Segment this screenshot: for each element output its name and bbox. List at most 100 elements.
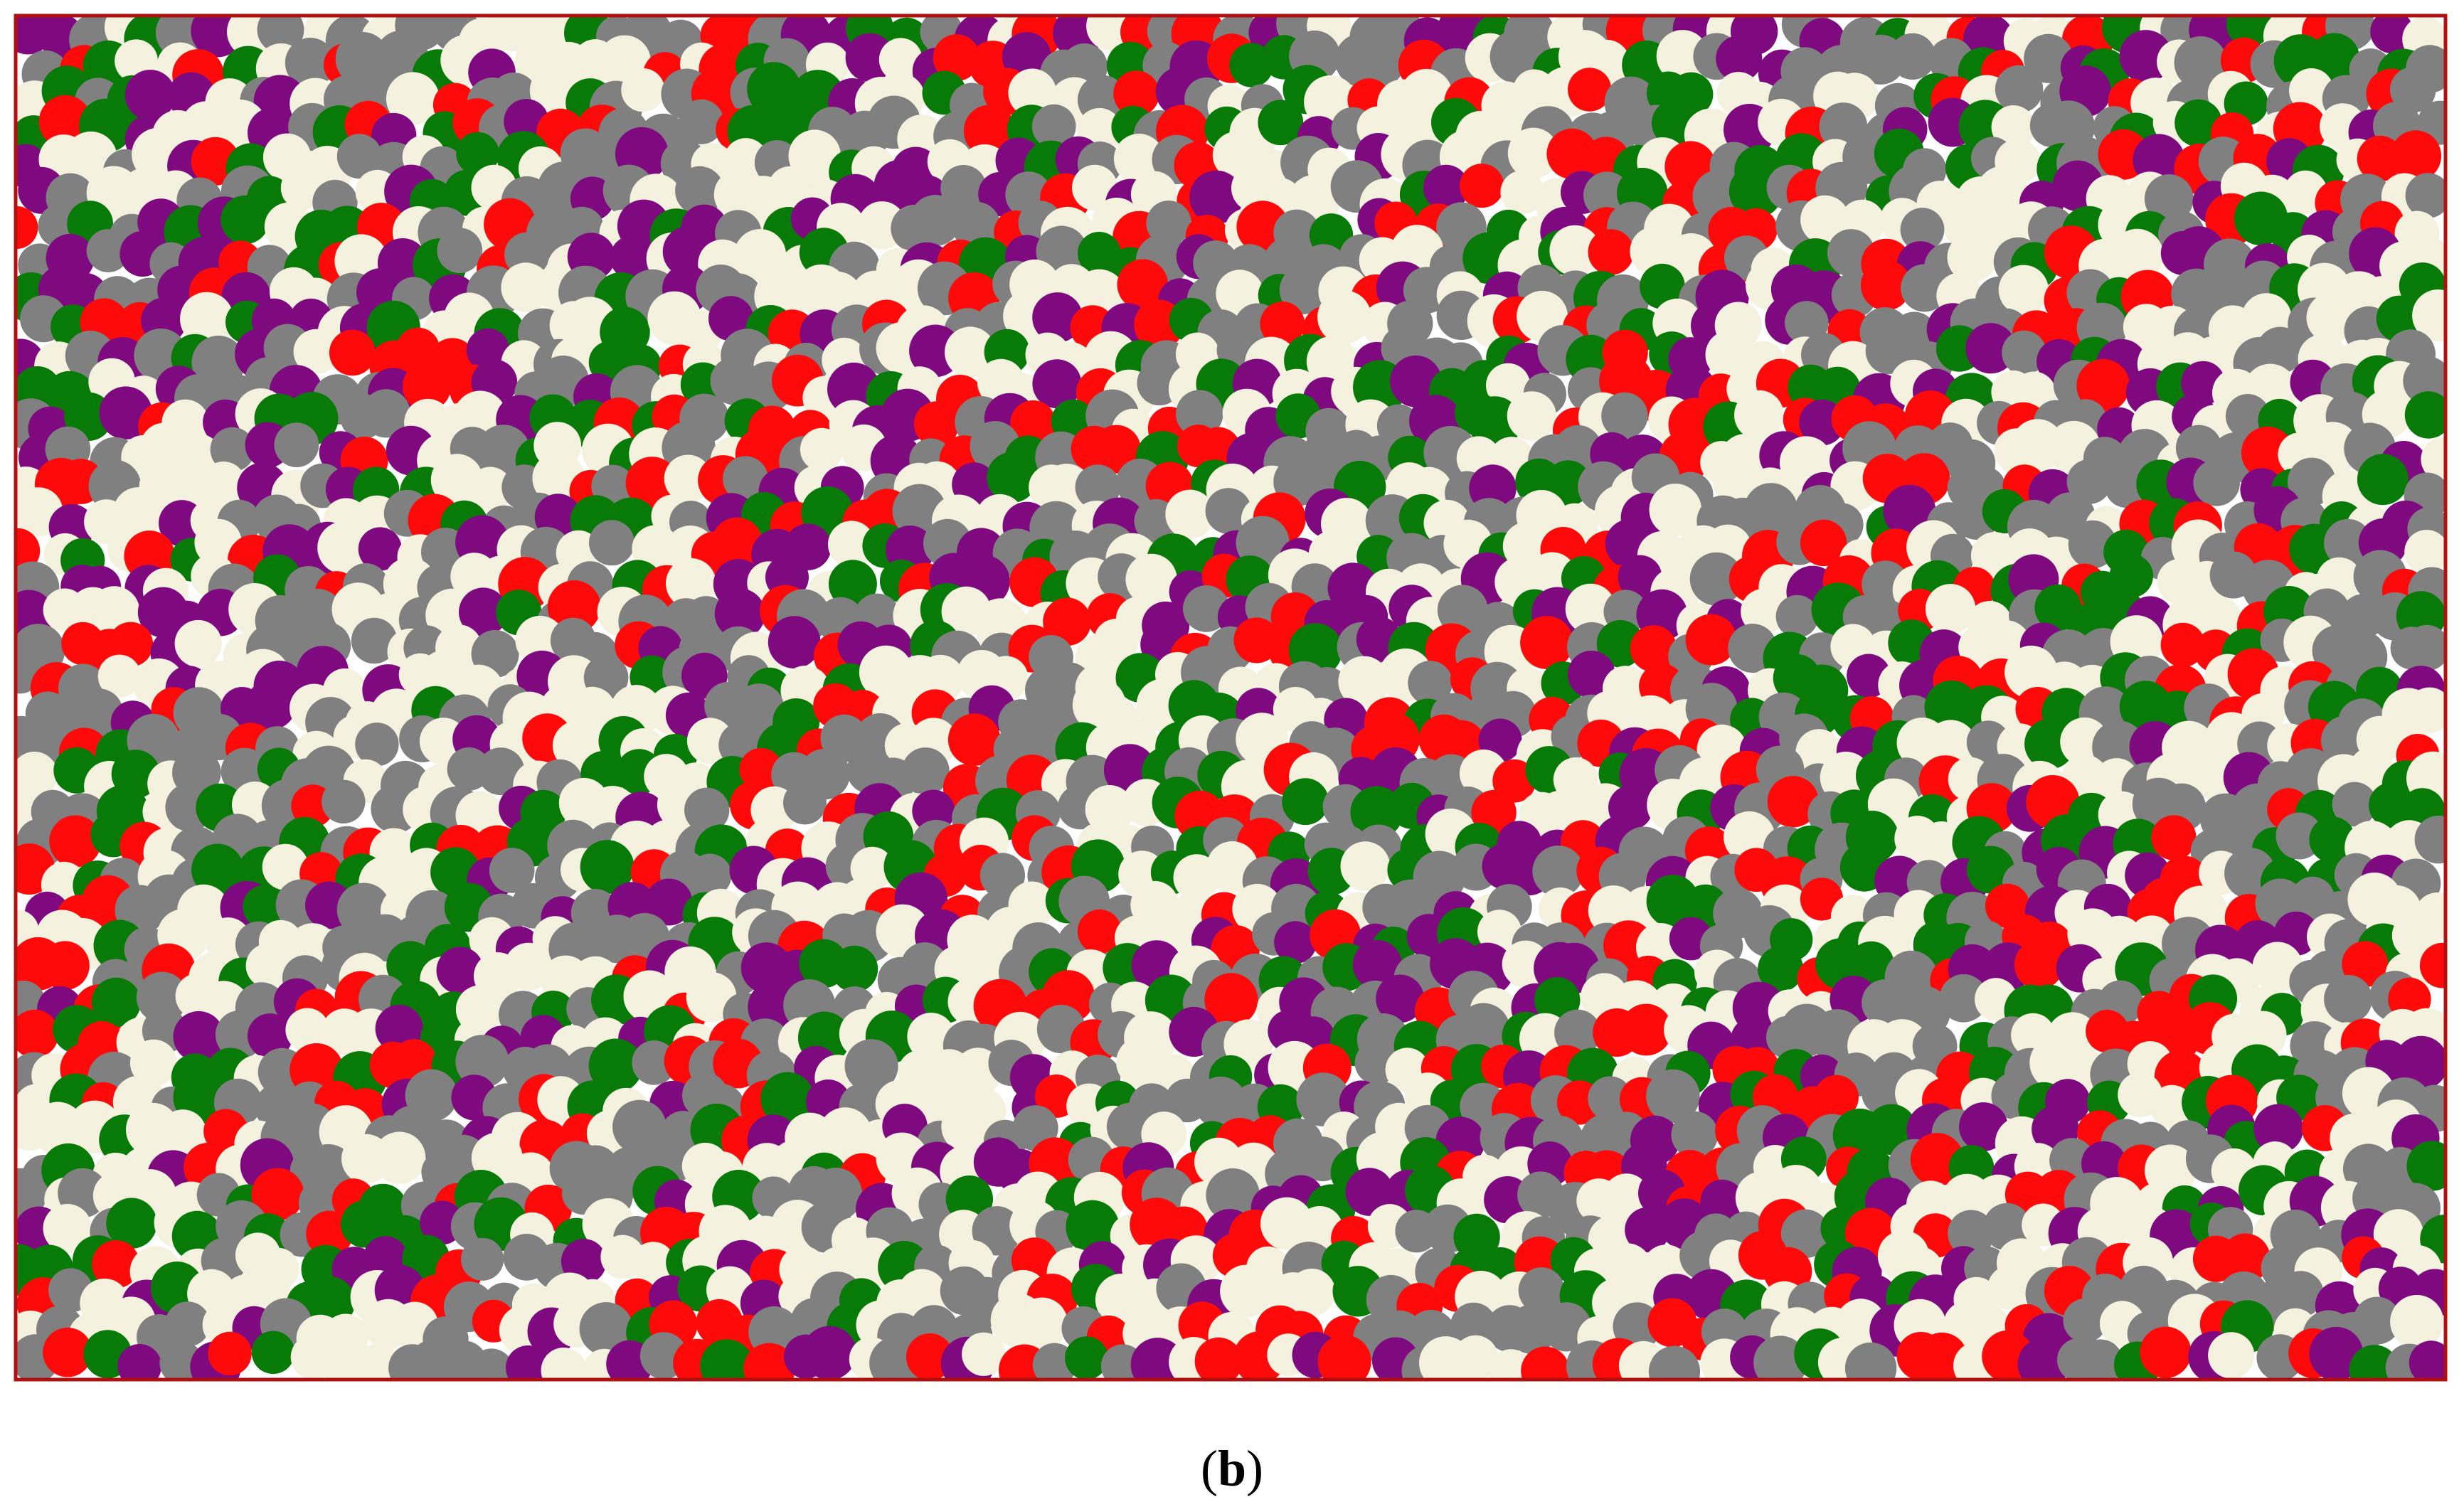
- particle: [2404, 530, 2444, 575]
- particle: [1860, 260, 1911, 311]
- particle: [373, 1131, 426, 1184]
- particle: [2024, 33, 2073, 83]
- particle: [1995, 65, 2044, 114]
- particle: [2241, 426, 2294, 479]
- particle: [1613, 1302, 1662, 1351]
- particle: [2404, 391, 2444, 439]
- particle: [933, 34, 980, 82]
- particle: [1758, 946, 1804, 992]
- particle: [2225, 394, 2271, 439]
- particle: [1780, 1209, 1830, 1259]
- particle: [221, 195, 270, 245]
- particle: [1146, 201, 1191, 246]
- particle: [459, 587, 508, 636]
- particle: [467, 466, 513, 512]
- particle: [579, 1302, 633, 1356]
- particle: [1423, 164, 1470, 211]
- particle: [262, 843, 309, 890]
- particle: [113, 487, 164, 538]
- particle: [1002, 32, 1051, 82]
- particle: [1258, 100, 1304, 146]
- particle: [208, 1331, 252, 1376]
- particle: [251, 1168, 304, 1221]
- particle: [1689, 552, 1743, 606]
- particle: [361, 389, 410, 438]
- particle: [547, 580, 601, 634]
- particle: [17, 1009, 59, 1058]
- particle: [322, 779, 366, 824]
- particle: [1205, 488, 1252, 534]
- particle: [1125, 553, 1177, 606]
- particle: [1317, 1335, 1371, 1378]
- particle: [1117, 259, 1169, 311]
- particle: [2024, 718, 2076, 769]
- particle: [2419, 942, 2444, 988]
- particle: [1204, 973, 1258, 1027]
- particle: [455, 1035, 509, 1089]
- particle: [1165, 489, 1215, 539]
- particle: [2253, 1104, 2304, 1154]
- particle: [1065, 1336, 1108, 1378]
- particle: [987, 452, 1038, 503]
- particle: [828, 521, 876, 568]
- particle: [2256, 326, 2304, 374]
- particle: [1113, 70, 1159, 117]
- particle: [2197, 597, 2241, 641]
- particle: [711, 517, 763, 569]
- particle: [979, 853, 1025, 898]
- particle: [1507, 127, 1559, 179]
- particle: [129, 1039, 177, 1087]
- particle: [733, 683, 785, 735]
- particle: [243, 885, 287, 929]
- particle: [1649, 484, 1702, 536]
- particle: [136, 971, 188, 1023]
- particle: [165, 1301, 211, 1347]
- particle: [1460, 164, 1504, 208]
- particle-field: [17, 17, 2444, 1378]
- particle: [714, 588, 765, 639]
- particle: [1814, 1075, 1859, 1120]
- particle: [1352, 940, 1402, 989]
- particle: [173, 1011, 225, 1062]
- particle: [2414, 816, 2444, 864]
- particle: [1900, 208, 1945, 252]
- particle: [1032, 359, 1082, 409]
- particle: [1338, 656, 1390, 708]
- particle: [285, 38, 336, 88]
- particle: [679, 99, 724, 144]
- particle: [245, 943, 290, 988]
- particle: [2353, 1296, 2401, 1345]
- particle: [723, 456, 768, 501]
- particle: [675, 166, 724, 215]
- particle: [2357, 135, 2404, 182]
- particle: [1620, 1003, 1672, 1056]
- particle: [1492, 759, 1536, 803]
- particle: [180, 292, 234, 346]
- particle: [2406, 1141, 2444, 1191]
- particle: [739, 747, 782, 791]
- particle: [1646, 1069, 1700, 1124]
- particle: [1554, 1009, 1601, 1057]
- particle: [1260, 302, 1305, 346]
- particle: [340, 1200, 388, 1248]
- particle: [117, 1344, 162, 1378]
- particle: [1345, 1168, 1394, 1216]
- particle: [1588, 229, 1634, 275]
- particle: [2412, 289, 2444, 342]
- particle: [2109, 554, 2153, 598]
- particle: [2409, 1340, 2444, 1378]
- particle: [1008, 68, 1057, 117]
- particle: [1603, 1173, 1650, 1220]
- particle: [632, 1242, 675, 1285]
- particle: [43, 1327, 92, 1377]
- particle: [2357, 454, 2409, 506]
- particle: [1744, 483, 1798, 537]
- particle: [355, 722, 399, 767]
- particle: [2278, 1271, 2324, 1318]
- particle: [1075, 464, 1121, 510]
- particle: [1032, 292, 1083, 343]
- particle: [2076, 358, 2130, 412]
- particle: [2390, 1295, 2444, 1349]
- particle: [688, 853, 732, 897]
- particle: [1521, 1346, 1570, 1378]
